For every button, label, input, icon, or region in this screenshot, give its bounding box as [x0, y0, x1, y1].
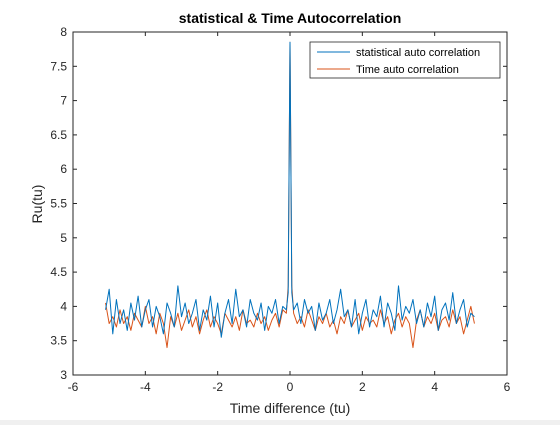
y-tick-label: 4.5: [50, 265, 67, 279]
x-tick-label: -4: [140, 380, 151, 394]
series-line-statistical: [105, 41, 475, 338]
y-tick-label: 5.5: [50, 197, 67, 211]
x-axis-ticks: -6 -4 -2 0 2 4 6: [68, 32, 511, 394]
legend-label-statistical: statistical auto correlation: [356, 47, 480, 59]
series-layer: [105, 41, 475, 349]
x-tick-label: 6: [504, 380, 511, 394]
y-tick-label: 6.5: [50, 128, 67, 142]
legend-box: [309, 41, 501, 79]
x-tick-label: -2: [212, 380, 223, 394]
y-tick-label: 5: [60, 231, 67, 245]
x-tick-label: -6: [68, 380, 79, 394]
x-tick-label: 2: [359, 380, 366, 394]
y-tick-label: 7.5: [50, 59, 67, 73]
y-tick-label: 3.5: [50, 334, 67, 348]
chart-title: statistical & Time Autocorrelation: [179, 10, 402, 26]
legend-label-time: Time auto correlation: [356, 64, 459, 76]
y-tick-label: 6: [60, 162, 67, 176]
x-axis-title: Time difference (tu): [230, 400, 351, 416]
y-axis-title: Ru(tu): [29, 185, 45, 224]
y-tick-label: 8: [60, 25, 67, 39]
y-tick-label: 7: [60, 94, 67, 108]
y-tick-label: 4: [60, 299, 67, 313]
x-tick-label: 4: [431, 380, 438, 394]
x-tick-label: 0: [287, 380, 294, 394]
legend: statistical auto correlation Time auto c…: [309, 41, 501, 79]
y-axis-ticks: 3 3.5 4 4.5 5 5.5 6 6.5 7 7.5 8: [50, 25, 507, 382]
y-tick-label: 3: [60, 368, 67, 382]
